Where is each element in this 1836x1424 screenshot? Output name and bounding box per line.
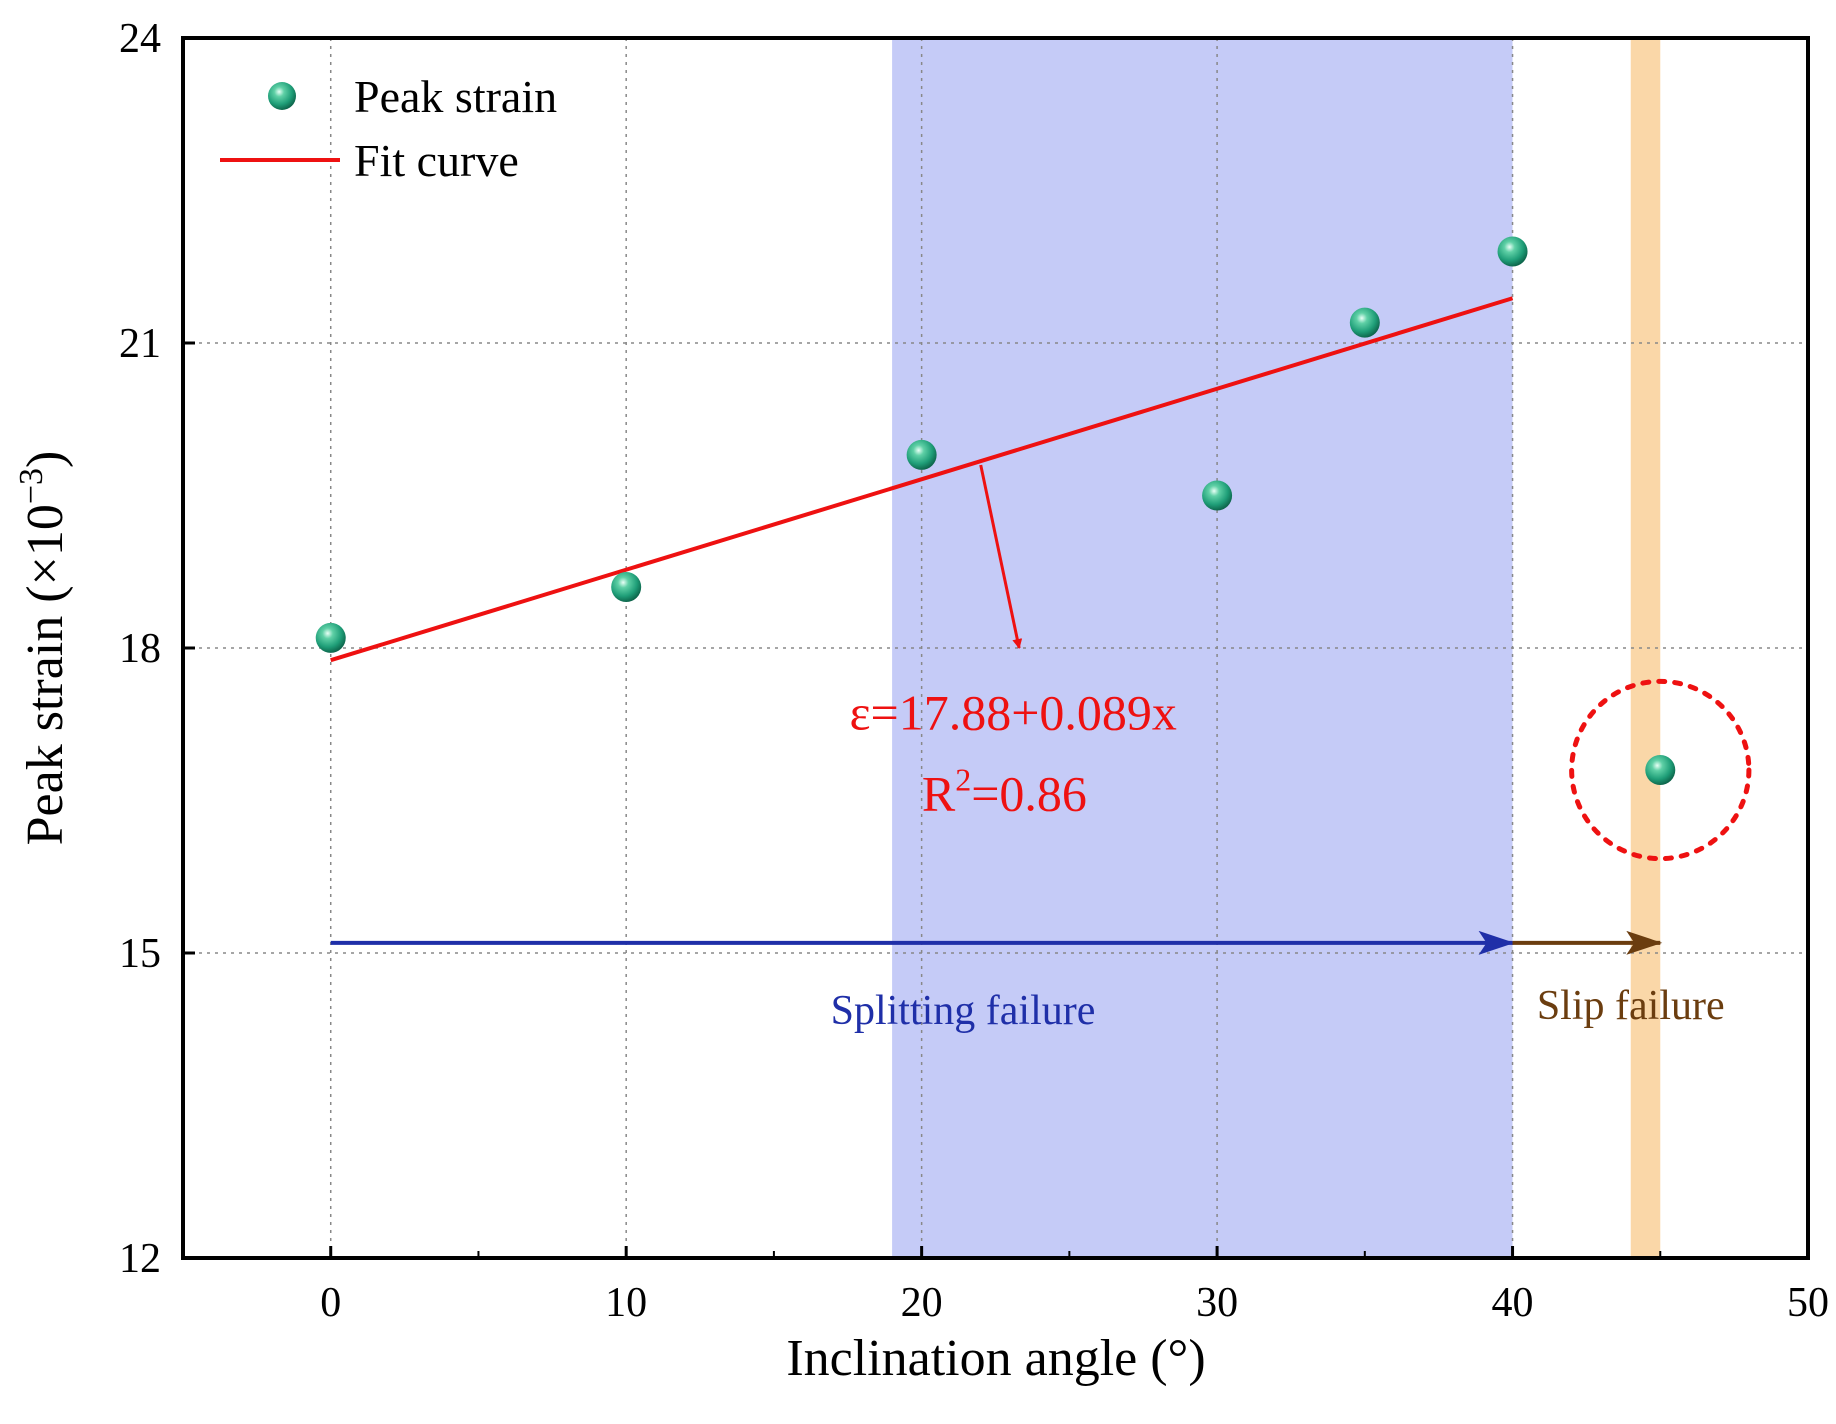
r2-exponent: 2: [955, 762, 971, 798]
data-point: [906, 439, 937, 470]
y-title-exponent: −3: [13, 468, 50, 504]
fit-r-squared: R2=0.86: [922, 762, 1087, 822]
fit-curve-layer: [330, 296, 1514, 663]
x-tick-label-0: 0: [320, 1280, 341, 1326]
y-title-close: ): [17, 451, 74, 468]
legend: Peak strain Fit curve: [220, 71, 557, 186]
y-title-main: Peak strain (×10: [17, 504, 74, 845]
legend-peak-strain-label: Peak strain: [354, 71, 557, 122]
legend-fit-curve-label: Fit curve: [354, 135, 519, 186]
y-tick-label-24: 24: [119, 16, 161, 62]
data-point: [1497, 236, 1528, 267]
y-tick-label-12: 12: [119, 1236, 161, 1282]
x-tick-label-40: 40: [1492, 1280, 1534, 1326]
r2-prefix: R: [922, 766, 956, 822]
x-tick-label-50: 50: [1787, 1280, 1829, 1326]
x-tick-label-30: 30: [1196, 1280, 1238, 1326]
fit-equation: ε=17.88+0.089x: [850, 684, 1177, 740]
y-tick-label-18: 18: [119, 626, 161, 672]
data-point: [611, 572, 642, 602]
fit-curve: [330, 296, 1514, 663]
legend-peak-strain-marker: [268, 82, 296, 110]
r2-value: =0.86: [971, 766, 1087, 822]
data-point: [1349, 307, 1380, 338]
y-axis-title: Peak strain (×10−3): [13, 451, 74, 846]
slip-failure-label: Slip failure: [1537, 983, 1725, 1029]
data-point: [315, 622, 346, 653]
y-tick-label-15: 15: [119, 931, 161, 977]
data-point: [1645, 755, 1676, 785]
x-tick-label-20: 20: [901, 1280, 943, 1326]
x-tick-label-10: 10: [605, 1280, 647, 1326]
splitting-failure-label: Splitting failure: [831, 988, 1096, 1034]
equation-arrow: [979, 464, 1023, 649]
axis-ticks: 0 10 20 30 40 50 12 15 18 21 24: [119, 16, 1829, 1326]
annotations: [330, 464, 1752, 955]
y-tick-label-21: 21: [119, 321, 161, 367]
x-axis-title: Inclination angle (°): [786, 1330, 1205, 1387]
outlier-highlight-circle: [1569, 678, 1752, 862]
data-point: [1202, 480, 1233, 511]
data-points: [315, 236, 1676, 785]
